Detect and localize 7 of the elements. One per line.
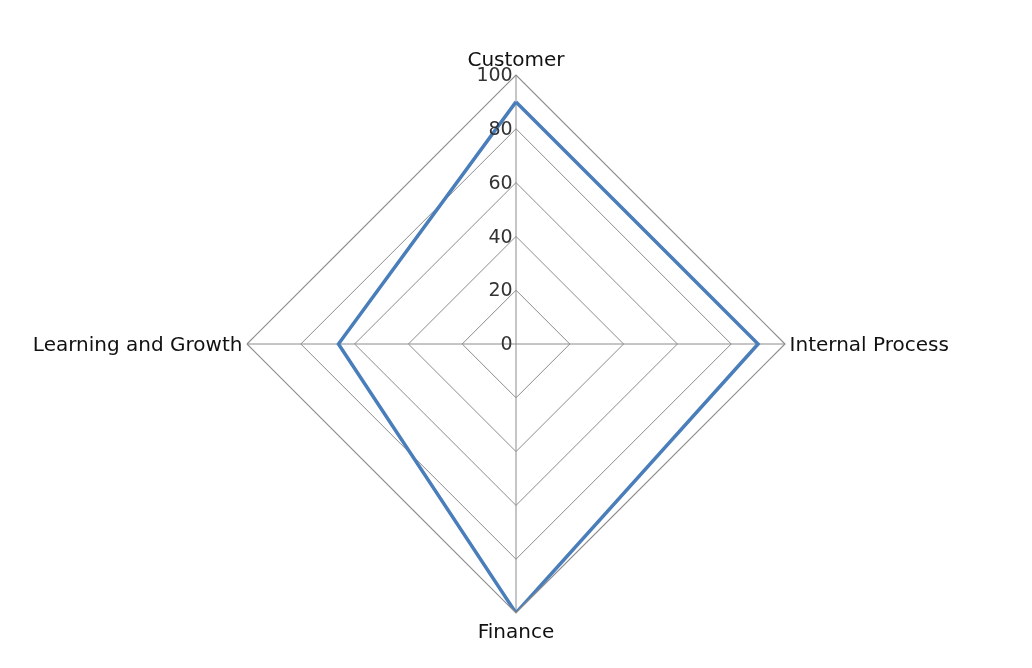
y-tick-label: 0 <box>500 332 513 355</box>
y-tick-label: 40 <box>488 224 513 247</box>
spoke-label: Learning and Growth <box>32 332 243 356</box>
y-tick-label: 20 <box>488 278 513 301</box>
spoke-label: Internal Process <box>789 332 949 356</box>
y-tick-label: 60 <box>488 170 513 193</box>
spoke-label: Finance <box>477 618 555 643</box>
